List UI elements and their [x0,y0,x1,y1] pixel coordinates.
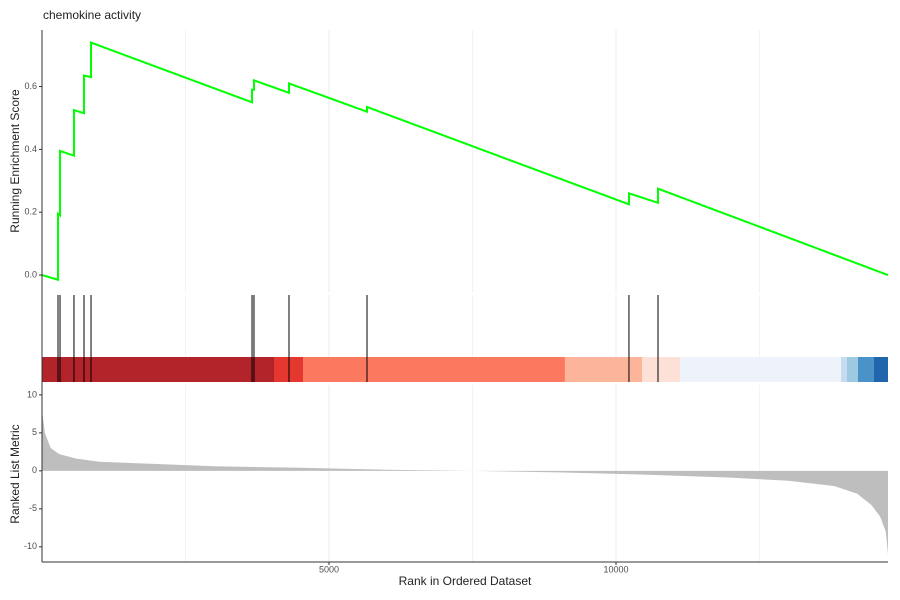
y-tick-label: 0.6 [24,81,37,91]
color-band [641,357,680,382]
color-band [302,357,565,382]
x-tick-label: 5000 [319,564,339,574]
y-tick-label: 5 [32,427,37,437]
color-band [679,357,841,382]
y-axis-label: Running Enrichment Score [8,89,22,233]
y-axis-label: Ranked List Metric [8,424,22,523]
color-band [846,357,858,382]
y-tick-label: 10 [27,389,37,399]
y-tick-label: 0 [32,465,37,475]
y-tick-label: -10 [24,541,37,551]
x-tick-label: 10000 [603,564,628,574]
chart-title: chemokine activity [43,8,141,22]
y-tick-label: 0.0 [24,269,37,279]
y-tick-label: -5 [29,503,37,513]
color-band [564,357,642,382]
color-band [873,357,888,382]
color-band [840,357,847,382]
color-band [857,357,874,382]
y-tick-label: 0.2 [24,207,37,217]
y-tick-label: 0.4 [24,144,37,154]
x-axis-label: Rank in Ordered Dataset [399,574,532,588]
color-band [42,357,275,382]
running-score-line [41,41,889,282]
metric-area [42,410,888,555]
